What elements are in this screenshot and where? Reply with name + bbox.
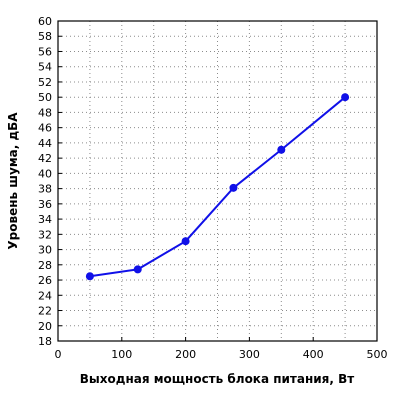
y-tick-label: 38: [38, 183, 52, 196]
data-point: [277, 145, 286, 154]
x-tick-label: 400: [303, 348, 324, 361]
y-tick-label: 54: [38, 61, 52, 74]
y-tick-label: 48: [38, 106, 52, 119]
y-tick-label: 40: [38, 167, 52, 180]
y-tick-label: 18: [38, 335, 52, 348]
x-tick-label: 100: [111, 348, 132, 361]
y-tick-label: 58: [38, 30, 52, 43]
y-tick-label: 60: [38, 15, 52, 28]
y-tick-label: 28: [38, 259, 52, 272]
y-tick-labels: 18 20 22 24 26 28 30 32 34 36 38 40 42 44 46 48 50 52 54 56…: [38, 15, 52, 348]
data-point: [341, 93, 350, 102]
y-tick-label: 44: [38, 137, 52, 150]
y-tick-label: 50: [38, 91, 52, 104]
y-tick-label: 30: [38, 244, 52, 257]
y-tick-label: 32: [38, 228, 52, 241]
x-tick-label: 0: [55, 348, 62, 361]
y-tick-label: 52: [38, 76, 52, 89]
x-axis-title: Выходная мощность блока питания, Вт: [80, 372, 355, 386]
data-point: [133, 265, 142, 274]
axis-ticks: [57, 20, 378, 342]
plot-frame: [57, 20, 378, 342]
grid: [58, 21, 377, 341]
x-tick-labels: 0 100 200 300 400 500: [55, 348, 388, 361]
y-tick-label: 24: [38, 289, 52, 302]
y-tick-label: 36: [38, 198, 52, 211]
data-point: [85, 272, 94, 281]
y-tick-label: 20: [38, 320, 52, 333]
y-tick-label: 34: [38, 213, 52, 226]
series-line: [89, 96, 346, 278]
x-tick-label: 300: [239, 348, 260, 361]
y-tick-label: 46: [38, 122, 52, 135]
x-tick-label: 200: [175, 348, 196, 361]
series-layer: [85, 93, 350, 281]
y-tick-label: 56: [38, 45, 52, 58]
y-tick-label: 42: [38, 152, 52, 165]
y-axis-title: Уровень шума, дБА: [6, 112, 20, 250]
x-tick-label: 500: [367, 348, 388, 361]
data-point: [181, 237, 190, 246]
data-point: [229, 183, 238, 192]
y-tick-label: 26: [38, 274, 52, 287]
y-tick-label: 22: [38, 305, 52, 318]
